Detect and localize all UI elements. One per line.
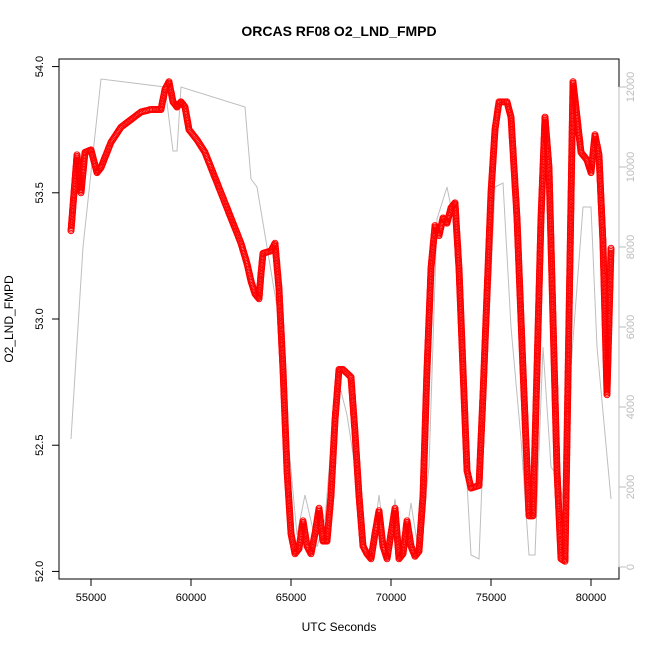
secondary-line: [70, 78, 612, 561]
y2-tick-label: 8000: [625, 235, 637, 259]
y-tick-label: 52.5: [34, 435, 46, 456]
data-point: [607, 244, 615, 252]
y2-tick-label: 0: [625, 564, 637, 570]
y2-tick-label: 4000: [625, 395, 637, 419]
x-tick-label: 75000: [476, 592, 507, 604]
y-tick-label: 53.5: [34, 182, 46, 203]
y-tick-label: 52.0: [34, 561, 46, 582]
y-tick-label: 54.0: [34, 56, 46, 77]
x-tick-label: 80000: [576, 592, 607, 604]
y2-tick-label: 10000: [625, 152, 637, 183]
y2-tick-label: 6000: [625, 315, 637, 339]
primary-series: [67, 78, 615, 565]
y-axis: 52.0 52.5 53.0 53.5 54.0: [34, 56, 60, 582]
y2-axis: 0 2000 4000 6000 8000 10000 12000: [618, 72, 637, 570]
x-tick-label: 65000: [276, 592, 307, 604]
chart-title: ORCAS RF08 O2_LND_FMPD: [241, 23, 436, 39]
x-axis-label: UTC Seconds: [302, 620, 377, 634]
x-axis: 55000 60000 65000 70000 75000 80000: [76, 578, 607, 604]
x-tick-label: 70000: [376, 592, 407, 604]
y-axis-label: O2_LND_FMPD: [2, 275, 16, 363]
y2-tick-label: 2000: [625, 475, 637, 499]
y2-tick-label: 12000: [625, 72, 637, 103]
x-tick-label: 60000: [176, 592, 207, 604]
secondary-series: [70, 78, 612, 561]
x-tick-label: 55000: [76, 592, 107, 604]
y-tick-label: 53.0: [34, 308, 46, 329]
